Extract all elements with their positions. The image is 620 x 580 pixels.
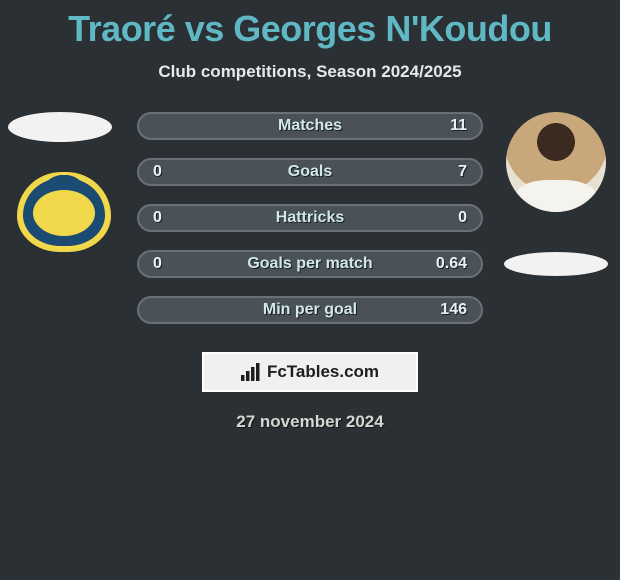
left-club-badge <box>17 172 111 252</box>
page-subtitle: Club competitions, Season 2024/2025 <box>0 62 620 82</box>
left-player-placeholder <box>8 112 112 142</box>
stat-right-value: 0.64 <box>436 255 467 273</box>
brand-text: FcTables.com <box>267 362 379 382</box>
stat-label: Min per goal <box>263 301 357 319</box>
stat-label: Hattricks <box>276 209 344 227</box>
stat-right-value: 11 <box>450 117 467 135</box>
stat-row: 0 Goals 7 <box>137 158 483 186</box>
page-title: Traoré vs Georges N'Koudou <box>0 0 620 50</box>
bar-chart-icon <box>241 363 261 381</box>
stat-left-value: 0 <box>153 163 162 181</box>
stat-right-value: 146 <box>440 301 467 319</box>
stat-row: Min per goal 146 <box>137 296 483 324</box>
right-club-placeholder <box>504 252 608 276</box>
stat-row: 0 Hattricks 0 <box>137 204 483 232</box>
brand-box[interactable]: FcTables.com <box>202 352 418 392</box>
stat-left-value: 0 <box>153 209 162 227</box>
stat-row: Matches 11 <box>137 112 483 140</box>
stats-table: Matches 11 0 Goals 7 0 Hattricks 0 0 Goa… <box>137 112 483 324</box>
right-player-photo <box>506 112 606 212</box>
left-player-column <box>8 112 120 252</box>
stat-label: Goals <box>288 163 332 181</box>
date-line: 27 november 2024 <box>0 412 620 432</box>
stat-label: Goals per match <box>247 255 372 273</box>
stat-right-value: 0 <box>458 209 467 227</box>
right-player-column <box>500 112 612 276</box>
stat-left-value: 0 <box>153 255 162 273</box>
comparison-area: Matches 11 0 Goals 7 0 Hattricks 0 0 Goa… <box>0 112 620 432</box>
stat-row: 0 Goals per match 0.64 <box>137 250 483 278</box>
stat-label: Matches <box>278 117 342 135</box>
stat-right-value: 7 <box>458 163 467 181</box>
